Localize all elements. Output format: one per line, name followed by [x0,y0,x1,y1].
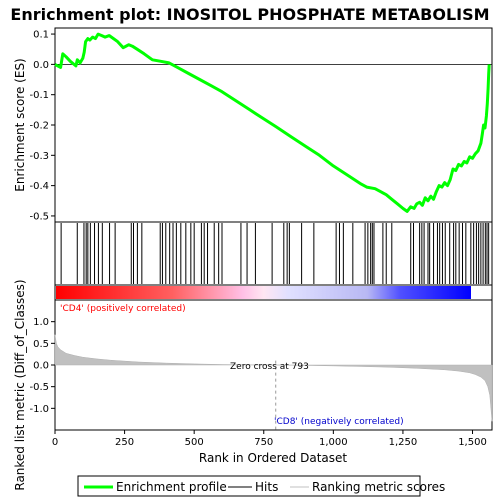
enrichment-profile-line [54,32,491,213]
metric-x-ticks: 0 250 500 750 1,000 1,250 1,500 [52,430,487,448]
x-axis-label: Rank in Ordered Dataset [199,451,347,465]
plot-title: Enrichment plot: INOSITOL PHOSPHATE META… [10,5,489,24]
x-tick-label: 500 [185,437,204,448]
metric-y-tick-label: -1.0 [29,404,49,415]
hit-markers [60,223,490,284]
x-tick-label: 0 [52,437,58,448]
es-y-ticks: 0.1 0.0 -0.1 -0.2 -0.3 -0.4 -0.5 [29,30,55,222]
es-y-tick-label: -0.2 [29,121,49,132]
x-tick-label: 1,250 [389,437,418,448]
es-y-tick-label: -0.4 [29,181,49,192]
x-tick-label: 1,500 [458,437,487,448]
x-tick-label: 250 [115,437,134,448]
es-y-axis-label: Enrichment score (ES) [13,58,27,191]
es-y-tick-label: 0.0 [33,60,49,71]
metric-y-tick-label: 0.0 [33,361,49,372]
metric-y-ticks: 1.0 0.5 0.0 -0.5 -1.0 [29,317,55,415]
ranked-list-heat-bar [56,286,471,299]
x-tick-label: 1,000 [319,437,348,448]
metric-y-axis-label: Ranked list metric (Diff_of_Classes) [13,279,27,490]
zero-cross-annotation: Zero cross at 793 [230,362,309,372]
x-tick-label: 750 [254,437,273,448]
legend-label-enrichment-profile: Enrichment profile [116,480,227,494]
es-y-tick-label: 0.1 [33,30,49,41]
es-y-tick-label: -0.1 [29,90,49,101]
positive-correlation-label: 'CD4' (positively correlated) [60,304,186,314]
legend-label-ranking-metric: Ranking metric scores [312,480,445,494]
metric-y-tick-label: 0.5 [33,339,49,350]
legend-label-hits: Hits [255,480,278,494]
metric-y-tick-label: -0.5 [29,382,49,393]
es-y-tick-label: -0.3 [29,151,49,162]
metric-y-tick-label: 1.0 [33,317,49,328]
negative-correlation-label: 'CD8' (negatively correlated) [274,417,404,427]
legend-box [77,475,421,497]
es-y-tick-label: -0.5 [29,211,49,222]
ranking-metric-area [54,334,493,422]
hits-panel-frame [54,221,493,286]
